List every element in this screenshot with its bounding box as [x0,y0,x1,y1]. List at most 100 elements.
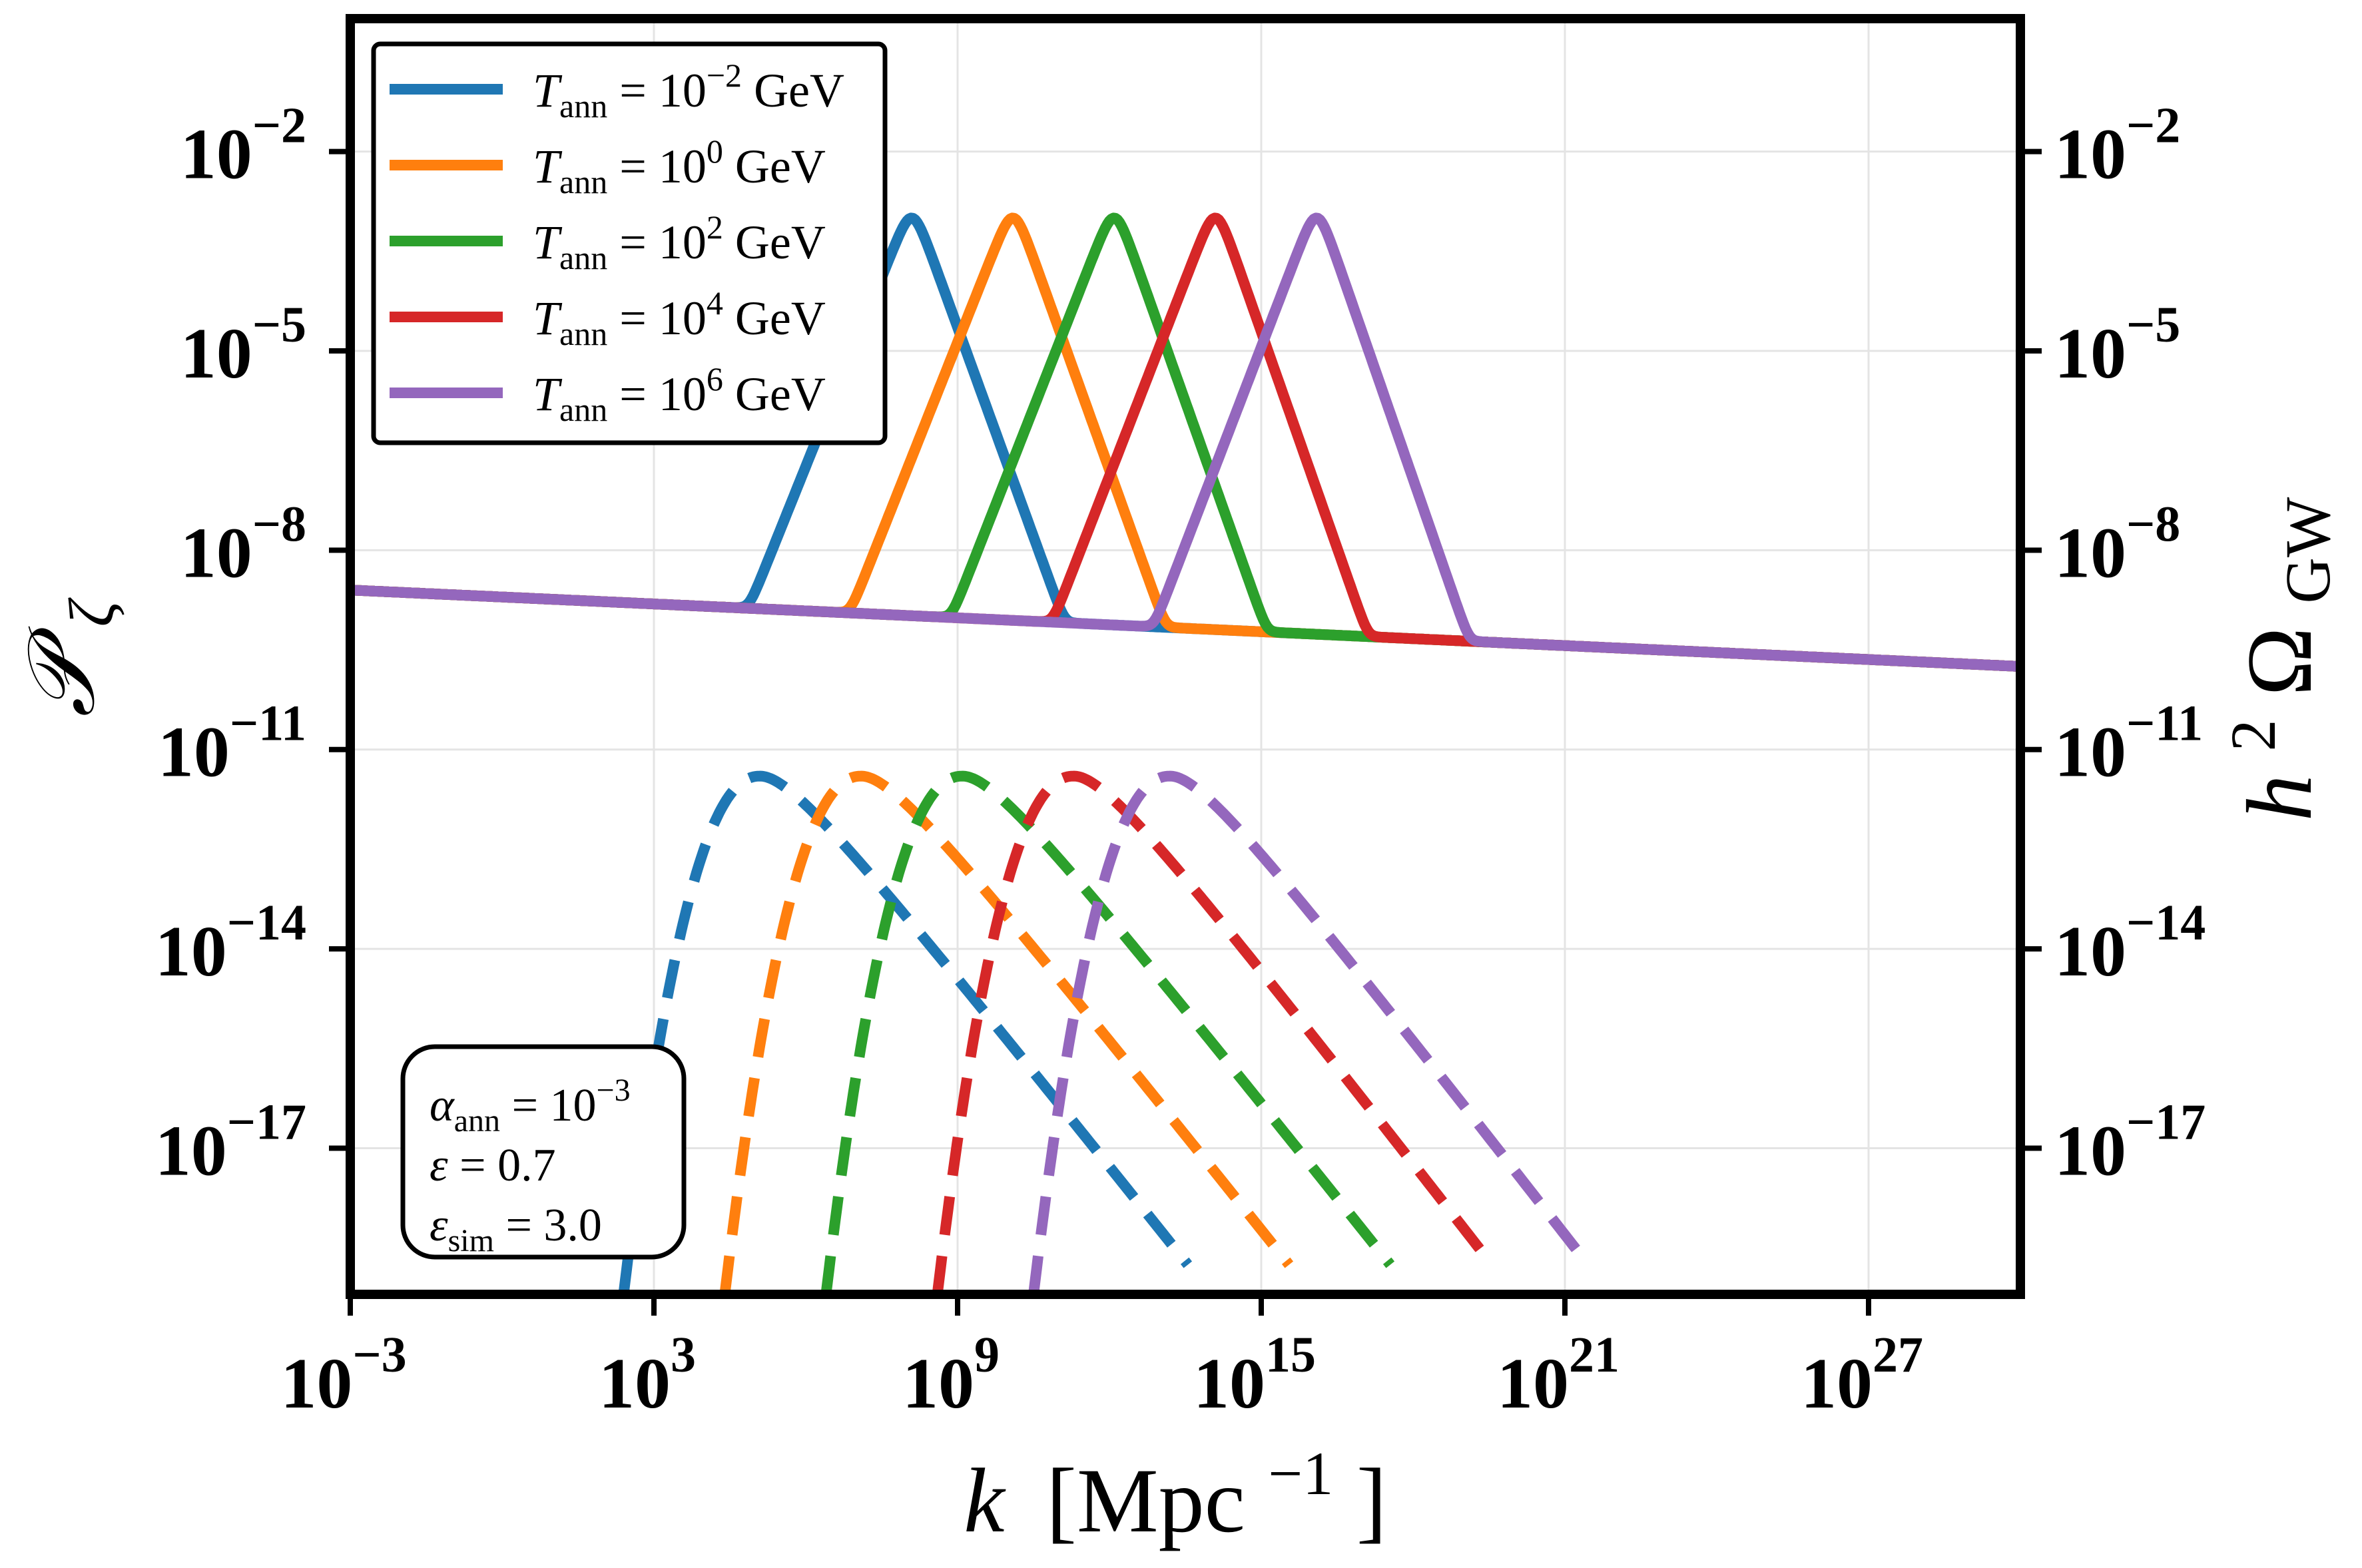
left-tick-base: 10 [158,713,230,792]
x-axis-title-open: [Mpc [1046,1449,1245,1551]
x-tick-label: 1027 [1801,1327,1923,1424]
left-tick-exp: −8 [252,496,306,552]
p-zeta-curve [350,212,2020,672]
left-tick-base: 10 [180,513,252,593]
omega-gw-curve [618,770,1193,1294]
x-tick-base: 10 [902,1344,974,1424]
legend-exp: 0 [707,132,723,170]
left-tick-exp: −17 [227,1094,306,1150]
omega-gw-curve [820,770,1395,1294]
x-tick-base: 10 [599,1344,671,1424]
x-tick-exp: −3 [352,1327,406,1383]
legend-eq: = 10 [607,216,707,269]
legend-eq: = 10 [607,140,707,193]
left-axis-title: 𝒫 ζ [11,597,127,717]
omega-gw-curve [719,770,1294,1294]
legend-entry: Tann = 102 GeV [533,208,826,276]
annotation-eq: = 10 [500,1080,596,1131]
left-tick-base: 10 [180,314,252,393]
annotation-symbol: α [430,1080,455,1131]
x-tick-exp: 27 [1873,1327,1923,1383]
right-tick-exp: −2 [2126,98,2180,154]
left-tick-exp: −2 [252,98,306,154]
annotation-eq: = 3.0 [494,1200,602,1251]
x-tick-label: 103 [599,1327,696,1424]
omega-gw-curve [932,770,1496,1294]
x-tick-exp: 9 [974,1327,1000,1383]
right-tick-label: 10−14 [2054,895,2206,991]
x-tick-label: 10−3 [280,1327,406,1424]
left-tick-base: 10 [155,1111,227,1190]
x-tick-base: 10 [1497,1344,1569,1424]
legend-sub: ann [559,391,607,428]
right-tick-label: 10−17 [2054,1094,2206,1190]
x-axis-title-sup: −1 [1268,1439,1333,1507]
left-tick-label: 10−2 [180,98,306,194]
right-tick-label: 10−2 [2054,98,2180,194]
legend-sub: ann [559,87,607,125]
legend-unit: GeV [723,216,826,269]
legend-sub: ann [559,163,607,200]
legend-entry: Tann = 104 GeV [533,284,826,352]
right-tick-label: 10−11 [2054,696,2203,792]
right-axis-title: h 2 Ω GW [2192,497,2343,821]
legend-exp: 4 [707,284,723,322]
right-tick-label: 10−5 [2054,297,2180,393]
annotation-frame [400,1044,687,1260]
right-axis-title-h: h [2228,774,2331,821]
legend-unit: GeV [723,292,826,345]
right-tick-base: 10 [2054,513,2126,593]
legend-T: T [533,140,563,193]
legend-T: T [533,64,563,117]
x-tick-label: 1015 [1193,1327,1316,1424]
annotation-line: αann = 10−3 [430,1073,631,1139]
legend-eq: = 10 [607,64,707,117]
curves [350,212,2020,1294]
legend-eq: = 10 [607,292,707,345]
annotation-symbol: ε [430,1140,448,1191]
legend-entry: Tann = 10−2 GeV [533,57,844,125]
x-tick-exp: 3 [671,1327,696,1383]
annotation-symbol: ε [430,1200,448,1251]
left-tick-exp: −5 [252,297,306,353]
legend-entry: Tann = 106 GeV [533,360,826,428]
left-tick-exp: −11 [230,696,306,752]
right-tick-exp: −8 [2126,496,2180,552]
x-tick-exp: 21 [1569,1327,1620,1383]
left-axis-title-sub: ζ [56,597,127,627]
legend-frame [371,41,888,445]
right-axis-title-omega: Ω [2228,627,2331,696]
left-tick-base: 10 [155,912,227,991]
right-tick-base: 10 [2054,912,2126,991]
plot-frame [346,14,2025,1299]
x-tick-base: 10 [280,1344,352,1424]
legend-T: T [533,216,563,269]
right-tick-base: 10 [2054,115,2126,194]
right-tick-exp: −5 [2126,297,2180,353]
x-tick-base: 10 [1801,1344,1873,1424]
left-tick-exp: −14 [227,895,306,951]
annotation-eq: = 0.7 [448,1140,556,1191]
x-tick-label: 1021 [1497,1327,1620,1424]
omega-gw-curve [1028,770,1592,1294]
annotation-line: εsim = 3.0 [430,1200,602,1258]
legend-T: T [533,368,563,421]
legend-exp: 6 [707,360,723,397]
x-axis-title-close: ] [1356,1449,1387,1551]
annotation-line: ε = 0.7 [430,1140,556,1191]
x-tick-exp: 15 [1265,1327,1316,1383]
left-tick-label: 10−17 [155,1094,306,1190]
legend-T: T [533,292,563,345]
right-tick-exp: −11 [2126,696,2203,752]
annotation-exp: −3 [597,1073,631,1108]
right-tick-exp: −14 [2126,895,2206,951]
annotation-sub: ann [454,1103,500,1139]
left-tick-base: 10 [180,115,252,194]
left-tick-label: 10−8 [180,496,306,593]
right-tick-label: 10−8 [2054,496,2180,593]
right-axis-title-sub: GW [2272,497,2343,603]
right-tick-base: 10 [2054,1111,2126,1190]
